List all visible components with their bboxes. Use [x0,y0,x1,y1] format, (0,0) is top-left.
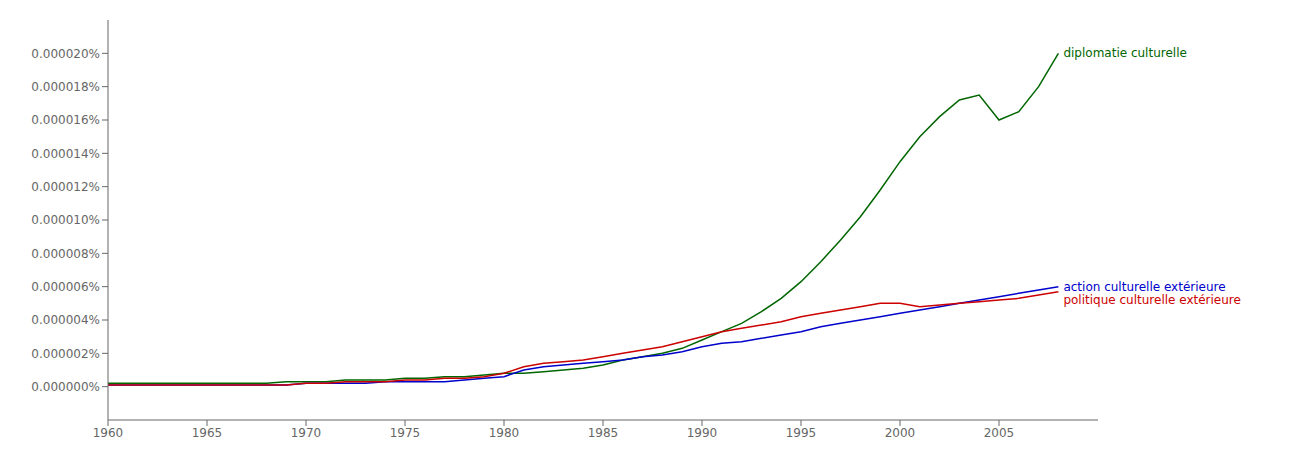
svg-text:politique culturelle extérieur: politique culturelle extérieure [1063,293,1241,307]
svg-text:0.000012%: 0.000012% [31,180,100,194]
svg-text:1970: 1970 [291,426,322,440]
svg-text:0.000018%: 0.000018% [31,80,100,94]
svg-text:1965: 1965 [192,426,223,440]
svg-text:0.000008%: 0.000008% [31,247,100,261]
svg-text:2000: 2000 [885,426,916,440]
svg-text:1975: 1975 [390,426,421,440]
svg-text:0.000020%: 0.000020% [31,47,100,61]
svg-text:0.000000%: 0.000000% [31,380,100,394]
svg-text:1990: 1990 [687,426,718,440]
svg-text:0.000016%: 0.000016% [31,113,100,127]
svg-text:1980: 1980 [489,426,520,440]
svg-text:0.000004%: 0.000004% [31,313,100,327]
svg-text:1995: 1995 [786,426,817,440]
svg-text:0.000006%: 0.000006% [31,280,100,294]
svg-text:1985: 1985 [588,426,619,440]
svg-text:0.000002%: 0.000002% [31,347,100,361]
svg-text:0.000014%: 0.000014% [31,147,100,161]
svg-text:0.000010%: 0.000010% [31,213,100,227]
svg-text:diplomatie culturelle: diplomatie culturelle [1063,46,1186,60]
svg-text:action culturelle extérieure: action culturelle extérieure [1063,280,1225,294]
svg-text:2005: 2005 [984,426,1015,440]
svg-text:1960: 1960 [93,426,124,440]
